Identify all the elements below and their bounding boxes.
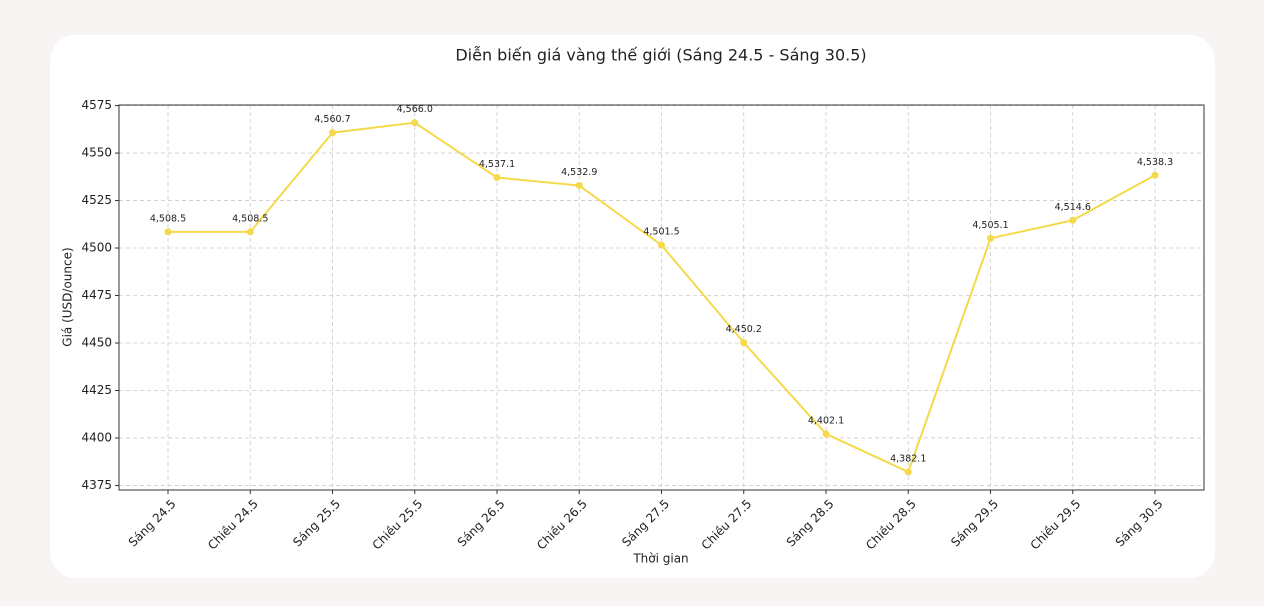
x-axis-label: Thời gian: [632, 552, 688, 566]
point: [493, 174, 501, 182]
y-tick-label: 4575: [81, 98, 112, 112]
chart-title: Diễn biến giá vàng thế giới (Sáng 24.5 -…: [455, 46, 866, 65]
data-label: 4,402.1: [808, 415, 844, 426]
x-tick-label: Sáng 27.5: [619, 497, 672, 550]
point: [740, 339, 748, 347]
data-label: 4,508.5: [232, 213, 268, 224]
x-tick-label: Sáng 28.5: [784, 497, 837, 550]
y-tick-label: 4425: [81, 383, 112, 397]
x-tick-label: Sáng 25.5: [290, 497, 343, 550]
data-label: 4,501.5: [643, 227, 679, 238]
y-tick-label: 4450: [81, 335, 112, 349]
y-axis-label: Giá (USD/ounce): [61, 247, 75, 346]
point: [1151, 171, 1159, 179]
point: [904, 468, 912, 476]
x-tick-label: Sáng 30.5: [1113, 497, 1166, 550]
point: [329, 129, 336, 137]
data-label: 4,505.1: [972, 220, 1008, 231]
x-tick-label: Chiều 26.5: [534, 497, 590, 553]
x-tick-label: Chiều 28.5: [863, 497, 919, 553]
point: [987, 234, 994, 242]
point: [411, 119, 419, 127]
x-tick-label: Sáng 26.5: [455, 497, 508, 550]
plot-frame: [118, 104, 1205, 491]
x-tick-label: Chiều 29.5: [1028, 497, 1084, 553]
y-tick-label: 4550: [81, 146, 112, 160]
data-label: 4,560.7: [314, 114, 350, 125]
x-tick-label: Chiều 24.5: [205, 497, 261, 553]
point: [658, 241, 665, 249]
point: [1069, 216, 1077, 224]
y-tick-label: 4400: [81, 430, 112, 444]
y-tick-label: 4375: [81, 478, 112, 492]
x-tick-label: Chiều 25.5: [370, 497, 426, 553]
y-tick-label: 4475: [81, 288, 112, 302]
data-label: 4,537.1: [479, 159, 515, 170]
data-label: 4,566.0: [397, 104, 433, 115]
point: [822, 430, 830, 438]
data-label: 4,382.1: [890, 453, 926, 464]
card: [50, 35, 1215, 578]
data-label: 4,532.9: [561, 167, 597, 178]
data-label: 4,450.2: [726, 324, 762, 335]
data-label: 4,508.5: [150, 213, 186, 224]
y-tick-label: 4525: [81, 193, 112, 207]
x-tick-label: Sáng 29.5: [948, 497, 1001, 550]
data-label: 4,514.6: [1055, 202, 1091, 213]
data-label: 4,538.3: [1137, 157, 1173, 168]
point: [246, 228, 254, 236]
y-tick-label: 4500: [81, 241, 112, 255]
x-tick-label: Sáng 24.5: [126, 497, 179, 550]
point: [575, 182, 583, 190]
point: [164, 228, 172, 236]
x-tick-label: Chiều 27.5: [699, 497, 755, 553]
